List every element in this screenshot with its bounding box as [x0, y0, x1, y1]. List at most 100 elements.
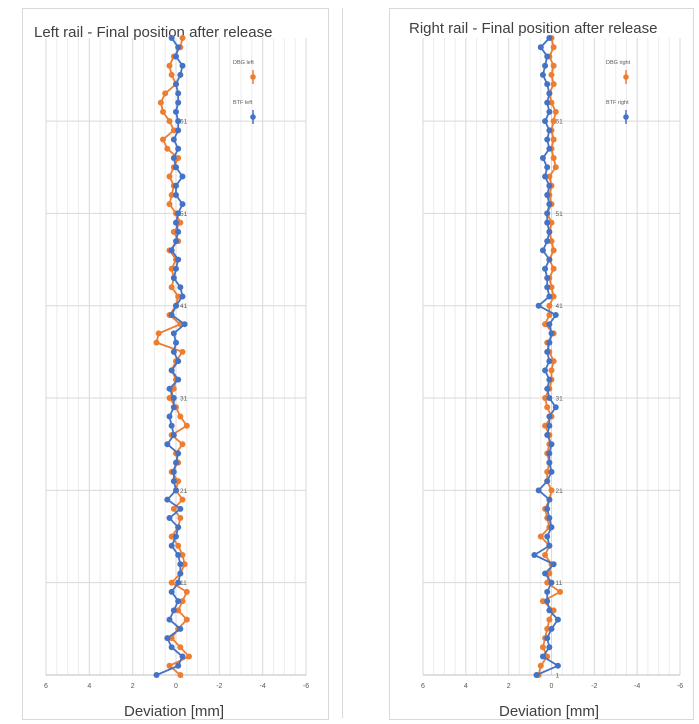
- data-point: [552, 311, 559, 318]
- data-point: [173, 53, 179, 60]
- data-point: [173, 265, 179, 272]
- data-point: [557, 588, 564, 595]
- data-point: [168, 588, 175, 595]
- x-tick-label: -6: [303, 683, 309, 690]
- data-point: [546, 302, 553, 309]
- data-point: [175, 607, 182, 614]
- data-point: [177, 625, 184, 632]
- x-tick-label: 0: [174, 683, 178, 690]
- data-point: [168, 579, 175, 586]
- data-point: [166, 616, 173, 623]
- data-point: [175, 256, 182, 263]
- data-point: [539, 653, 546, 660]
- data-point: [542, 395, 549, 402]
- x-tick-label: 2: [507, 683, 511, 690]
- data-point: [175, 145, 182, 152]
- x-tick-labels: 6 4 2 0 -2 -4 -6: [44, 683, 309, 690]
- legend-marker-swatch: [623, 114, 629, 120]
- data-point: [535, 487, 542, 494]
- data-point: [168, 35, 175, 41]
- data-point: [179, 293, 186, 300]
- data-point: [168, 422, 175, 429]
- data-point: [168, 533, 175, 540]
- y-index-label: 31: [180, 396, 188, 403]
- legend-label: BTF right: [606, 100, 629, 106]
- data-point: [170, 385, 177, 392]
- data-point: [175, 542, 182, 549]
- data-point: [164, 441, 171, 448]
- data-point: [550, 136, 557, 143]
- data-point: [183, 588, 190, 595]
- data-point: [548, 71, 555, 78]
- data-point: [544, 468, 551, 475]
- data-point: [175, 450, 182, 457]
- data-point: [546, 395, 553, 402]
- x-tick-labels: 6 4 2 0 -2 -4 -6: [421, 683, 683, 690]
- data-point: [546, 182, 553, 189]
- data-point: [177, 672, 184, 678]
- data-point: [170, 505, 177, 512]
- data-point: [544, 238, 551, 245]
- data-point: [546, 321, 553, 328]
- data-point: [183, 422, 190, 429]
- series-line: [156, 37, 187, 676]
- data-point: [179, 496, 186, 503]
- data-point: [544, 635, 551, 642]
- legend-marker-swatch: [623, 74, 629, 80]
- data-point: [173, 533, 179, 540]
- legend-marker-swatch: [250, 114, 256, 120]
- data-point: [183, 616, 190, 623]
- data-point: [542, 173, 549, 180]
- data-point: [179, 62, 186, 69]
- data-point: [544, 579, 551, 586]
- data-point: [170, 155, 177, 162]
- grid: [45, 38, 307, 676]
- data-point: [542, 265, 549, 272]
- data-point: [548, 625, 555, 632]
- data-point: [537, 533, 544, 540]
- y-index-label: 11: [180, 580, 187, 587]
- data-point: [166, 62, 173, 69]
- data-point: [546, 515, 553, 522]
- data-point: [542, 422, 549, 429]
- data-point: [173, 219, 179, 226]
- x-tick-label: 6: [44, 683, 48, 690]
- data-point: [544, 81, 551, 88]
- data-point: [548, 238, 555, 245]
- x-tick-label: 4: [87, 683, 91, 690]
- data-point: [177, 413, 184, 420]
- data-point: [175, 118, 182, 125]
- data-point: [179, 653, 186, 660]
- data-point: [548, 367, 555, 374]
- data-point: [550, 118, 557, 125]
- data-point: [546, 542, 553, 549]
- data-point: [170, 136, 177, 143]
- data-point: [177, 219, 184, 226]
- data-point: [546, 616, 553, 623]
- x-tick-label: 4: [464, 683, 468, 690]
- data-point: [177, 284, 184, 291]
- data-point: [166, 395, 173, 402]
- data-point: [168, 247, 175, 254]
- data-point: [548, 219, 555, 226]
- legend-label: DBG left: [233, 60, 254, 66]
- data-point: [544, 348, 551, 355]
- data-point: [166, 385, 173, 392]
- data-point: [544, 533, 551, 540]
- x-tick-label: 2: [131, 683, 135, 690]
- data-point: [546, 35, 553, 41]
- data-point: [542, 367, 549, 374]
- data-point: [554, 662, 561, 669]
- data-point: [160, 136, 166, 143]
- data-point: [173, 238, 179, 245]
- data-point: [166, 662, 173, 669]
- data-point: [175, 358, 182, 365]
- data-point: [546, 311, 553, 318]
- data-point: [544, 431, 551, 438]
- data-point: [181, 561, 188, 568]
- data-point: [175, 99, 182, 106]
- data-point: [175, 662, 182, 669]
- series-btf-right: [531, 35, 561, 678]
- data-point: [170, 127, 177, 134]
